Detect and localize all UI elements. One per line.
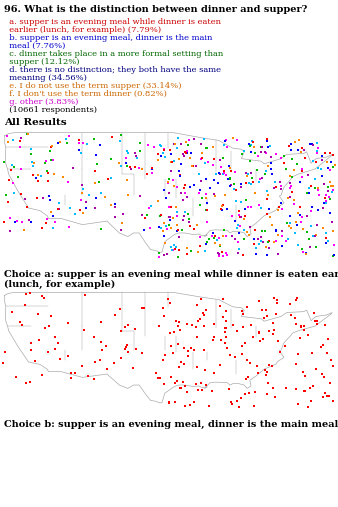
Text: g. other (3.83%): g. other (3.83%) bbox=[4, 98, 78, 106]
Text: d. there is no distinction; they both have the same: d. there is no distinction; they both ha… bbox=[4, 66, 221, 74]
Text: Choice b: supper is an evening meal, dinner is the main meal: Choice b: supper is an evening meal, din… bbox=[4, 420, 338, 429]
Text: meal (7.76%): meal (7.76%) bbox=[4, 42, 65, 50]
Text: 96. What is the distinction between dinner and supper?: 96. What is the distinction between dinn… bbox=[4, 5, 307, 14]
Text: meaning (34.56%): meaning (34.56%) bbox=[4, 74, 87, 82]
Text: Choice a: supper is an evening meal while dinner is eaten earlier: Choice a: supper is an evening meal whil… bbox=[4, 270, 338, 279]
Text: a. supper is an evening meal while dinner is eaten: a. supper is an evening meal while dinne… bbox=[4, 18, 221, 26]
Text: b. supper is an evening meal, dinner is the main: b. supper is an evening meal, dinner is … bbox=[4, 34, 212, 42]
Text: e. I do not use the term supper (33.14%): e. I do not use the term supper (33.14%) bbox=[4, 82, 182, 90]
Text: (10661 respondents): (10661 respondents) bbox=[4, 106, 97, 114]
Text: All Results: All Results bbox=[4, 118, 67, 127]
Text: earlier (lunch, for example) (7.79%): earlier (lunch, for example) (7.79%) bbox=[4, 26, 161, 34]
Text: (lunch, for example): (lunch, for example) bbox=[4, 280, 115, 289]
Text: f. I don't use the term dinner (0.82%): f. I don't use the term dinner (0.82%) bbox=[4, 90, 167, 98]
Text: c. dinner takes place in a more formal setting than: c. dinner takes place in a more formal s… bbox=[4, 50, 223, 58]
Text: supper (12.12%): supper (12.12%) bbox=[4, 58, 79, 66]
